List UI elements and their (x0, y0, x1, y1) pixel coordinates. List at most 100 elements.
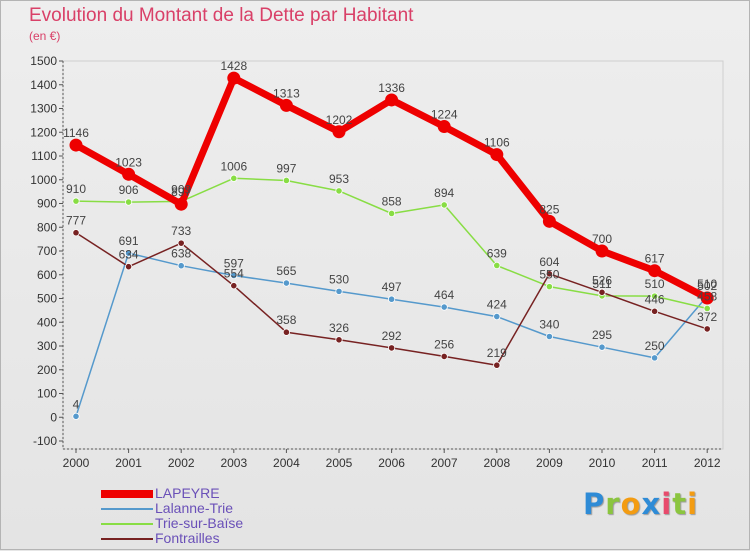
data-label: 1202 (326, 113, 353, 127)
data-point (545, 270, 554, 278)
data-label: 511 (592, 277, 611, 291)
data-label: 700 (592, 232, 612, 246)
data-point (545, 283, 554, 291)
y-tick-label: 700 (37, 244, 57, 258)
x-tick-label: 2001 (115, 456, 142, 470)
data-label: 458 (697, 289, 717, 303)
data-point (493, 261, 501, 270)
data-point (335, 187, 343, 195)
data-label: 906 (119, 183, 139, 197)
chart-unit-label: (en €) (29, 29, 61, 43)
data-label: 1336 (378, 81, 405, 95)
data-label: 894 (434, 186, 454, 200)
data-point (174, 197, 188, 211)
legend-swatch (101, 489, 153, 498)
data-point (493, 312, 501, 321)
data-label: 997 (276, 161, 296, 175)
proxiti-logo: Proxiti (583, 487, 698, 521)
data-label: 1224 (431, 108, 458, 122)
y-tick-label: 600 (37, 268, 57, 282)
y-tick-label: 200 (37, 363, 57, 377)
legend-label: Trie-sur-Baïse (155, 515, 244, 531)
data-label: 910 (66, 182, 86, 196)
data-label: 424 (487, 298, 507, 312)
data-point (332, 125, 346, 139)
x-tick-label: 2005 (326, 456, 353, 470)
data-label: 530 (329, 272, 349, 286)
data-label: 825 (539, 202, 559, 216)
data-label: 219 (487, 346, 507, 360)
y-tick-label: 100 (37, 387, 57, 401)
data-point (387, 344, 396, 352)
data-point (598, 288, 606, 296)
legend-item: Lalanne-Trie (101, 501, 361, 516)
data-label: 256 (434, 337, 454, 351)
legend-item: Fontrailles (101, 531, 361, 546)
chart-title: Evolution du Montant de la Dette par Hab… (29, 5, 414, 26)
y-tick-label: 0 (50, 410, 57, 424)
data-point (493, 361, 501, 369)
data-point (282, 176, 290, 185)
data-point (227, 71, 241, 85)
data-label: 554 (224, 267, 244, 281)
data-label: 638 (171, 247, 191, 261)
data-label: 526 (592, 273, 612, 287)
data-label: 1006 (220, 159, 247, 173)
data-label: 295 (592, 328, 612, 342)
data-point (595, 244, 609, 258)
data-point (440, 303, 448, 311)
x-tick-label: 2011 (642, 456, 668, 470)
data-label: 639 (487, 246, 507, 260)
data-label: 358 (276, 313, 296, 327)
data-point (440, 201, 448, 209)
data-label: 1106 (484, 136, 510, 150)
data-label: 604 (539, 255, 559, 269)
data-label: 250 (645, 339, 665, 353)
data-label: 953 (329, 172, 349, 186)
data-point (650, 354, 659, 362)
data-point (72, 412, 80, 420)
logo-letter: P (583, 487, 606, 521)
data-label: 733 (171, 224, 191, 238)
legend-label: Fontrailles (155, 530, 220, 546)
data-label: 597 (224, 256, 244, 270)
data-label: 897 (171, 185, 191, 199)
data-label: 464 (434, 288, 454, 302)
data-point (335, 287, 343, 295)
data-point (125, 249, 133, 257)
y-tick-label: 1300 (30, 102, 57, 116)
data-point (648, 264, 662, 278)
legend-label: Lalanne-Trie (155, 500, 234, 516)
data-point (282, 279, 290, 287)
y-tick-label: 900 (37, 197, 57, 211)
data-label: 777 (66, 214, 86, 228)
legend-swatch (101, 537, 153, 540)
data-point (387, 209, 396, 218)
data-label: 909 (171, 182, 191, 196)
data-label: 372 (697, 310, 717, 324)
data-label: 1146 (63, 126, 89, 140)
data-label: 1313 (273, 86, 300, 100)
x-tick-label: 2000 (63, 456, 90, 470)
logo-letter: r (605, 487, 621, 521)
data-label: 1428 (220, 59, 247, 73)
data-point (72, 229, 80, 237)
plot-area (62, 60, 724, 450)
data-point (177, 262, 185, 270)
data-label: 565 (276, 264, 296, 278)
x-tick-label: 2010 (589, 456, 616, 470)
data-point (230, 282, 238, 290)
data-label: 292 (382, 329, 402, 343)
data-point (230, 271, 238, 280)
data-point (230, 174, 238, 182)
data-point (279, 98, 293, 112)
data-label: 502 (697, 279, 717, 293)
logo-letter: i (661, 487, 673, 521)
x-tick-label: 2012 (694, 456, 721, 470)
data-label: 550 (539, 268, 559, 282)
y-tick-label: 400 (37, 315, 57, 329)
data-label: 634 (119, 248, 139, 262)
data-label: 510 (645, 277, 665, 291)
legend-item: LAPEYRE (101, 486, 361, 501)
